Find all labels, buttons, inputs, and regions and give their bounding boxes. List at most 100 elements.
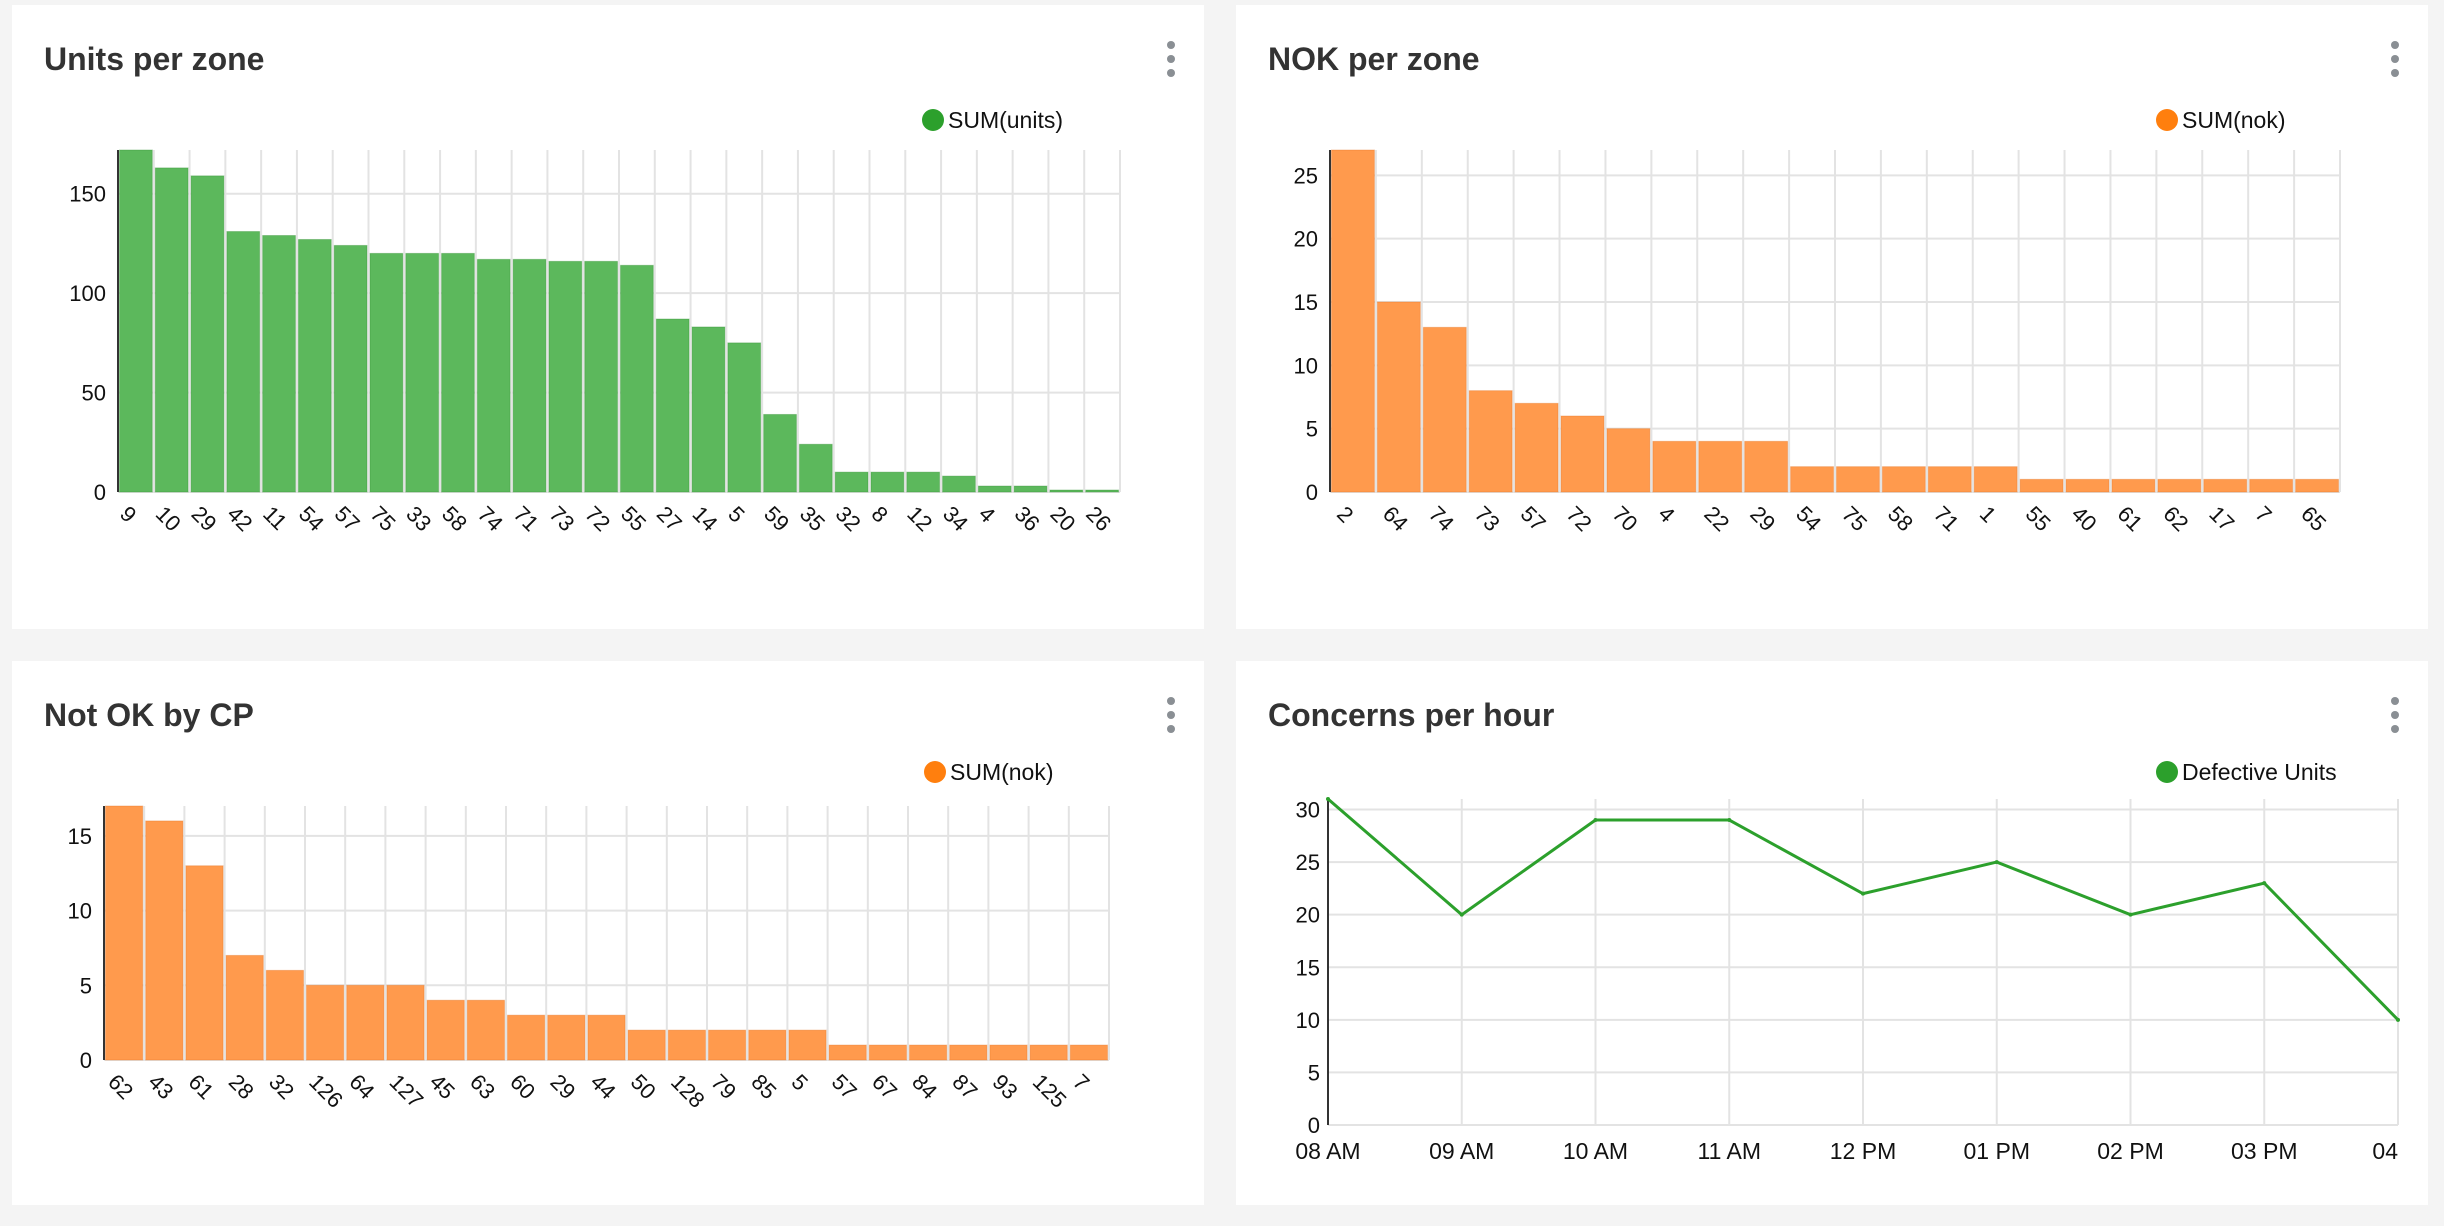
x-tick-label: 74: [473, 501, 508, 536]
bar: [906, 471, 941, 493]
y-tick-label: 25: [1294, 163, 1318, 188]
x-tick-label: 09 AM: [1429, 1138, 1494, 1164]
kebab-menu-icon[interactable]: [2388, 39, 2402, 79]
x-tick-label: 57: [330, 501, 365, 536]
panel-title: NOK per zone: [1268, 41, 1480, 77]
bar: [1013, 485, 1048, 493]
bar: [1836, 466, 1880, 493]
x-tick-label: 71: [509, 501, 544, 536]
bar: [405, 252, 440, 493]
bar: [763, 413, 797, 493]
bar: [226, 231, 261, 493]
bar: [1606, 428, 1651, 493]
legend-label: SUM(nok): [2182, 106, 2286, 133]
not-ok-by-cp-panel: Not OK by CP SUM(nok) 0 5 10 15 62 43 61 28 32 12…: [12, 661, 1204, 1205]
x-tick-label: 63: [465, 1069, 500, 1104]
y-tick-label: 10: [68, 899, 92, 924]
x-tick-label: 54: [294, 501, 329, 536]
x-tick-label: 01 PM: [1964, 1138, 2030, 1164]
x-tick-label: 22: [1699, 501, 1734, 536]
x-tick-label: 5: [723, 501, 749, 527]
bar: [1652, 440, 1697, 493]
x-tick-label: 12: [902, 501, 937, 536]
bar: [620, 264, 654, 493]
bar: [798, 443, 833, 493]
x-tick-label: 20: [1045, 501, 1080, 536]
bar: [909, 1044, 948, 1061]
chart-legend[interactable]: SUM(nok): [924, 757, 1054, 787]
bar: [2019, 478, 2064, 493]
x-tick-label: 60: [505, 1069, 540, 1104]
x-tick-label: 33: [401, 501, 436, 536]
bar: [1927, 466, 1972, 493]
x-tick-label: 72: [580, 501, 615, 536]
data-point: [1593, 818, 1598, 823]
bar: [512, 258, 547, 493]
legend-dot: [922, 109, 944, 131]
kebab-menu-icon[interactable]: [2388, 695, 2402, 735]
chart-legend[interactable]: SUM(nok): [2156, 105, 2286, 135]
y-tick-label: 15: [68, 824, 92, 849]
data-point: [2128, 912, 2133, 917]
x-tick-label: 11: [258, 501, 292, 535]
y-tick-label: 0: [94, 480, 106, 505]
y-tick-label: 150: [69, 182, 106, 207]
y-tick-label: 25: [1296, 850, 1320, 875]
x-tick-label: 5: [787, 1069, 813, 1095]
bar: [949, 1044, 988, 1061]
kebab-menu-icon[interactable]: [1164, 39, 1178, 79]
bar: [1514, 402, 1559, 493]
bar: [667, 1029, 706, 1061]
bar: [1422, 326, 1467, 493]
bar: [466, 999, 505, 1061]
y-tick-label: 100: [69, 281, 106, 306]
x-tick-label: 75: [1837, 501, 1872, 536]
bar: [145, 820, 184, 1061]
bar: [708, 1029, 747, 1061]
panel-title: Concerns per hour: [1268, 697, 1555, 733]
x-tick-label: 1: [1975, 501, 2001, 527]
bar: [1331, 149, 1375, 493]
x-tick-label: 10: [151, 501, 186, 536]
x-tick-label: 59: [759, 501, 794, 536]
concerns-per-hour-panel: Concerns per hour Defective Units 08 AM 0…: [1236, 661, 2428, 1205]
x-tick-label: 27: [652, 501, 687, 536]
y-tick-label: 20: [1294, 227, 1318, 252]
bar: [297, 238, 332, 493]
y-tick-label: 5: [80, 973, 92, 998]
legend-label: SUM(units): [948, 106, 1064, 133]
bar: [426, 999, 465, 1061]
x-tick-label: 7: [1068, 1069, 1094, 1095]
legend-label: SUM(nok): [950, 758, 1054, 785]
x-tick-label: 08 AM: [1295, 1138, 1360, 1164]
bar: [2111, 478, 2156, 493]
x-tick-label: 54: [1791, 501, 1826, 536]
y-tick-label: 5: [1306, 417, 1318, 442]
chart-legend[interactable]: Defective Units: [2156, 757, 2337, 787]
x-tick-label: 64: [344, 1069, 379, 1104]
x-tick-label: 75: [366, 501, 401, 536]
bar: [119, 149, 153, 493]
x-tick-label: 73: [1470, 501, 1505, 536]
bar: [942, 475, 976, 493]
y-tick-label: 30: [1296, 798, 1320, 823]
x-tick-label: 61: [184, 1069, 219, 1104]
panel-title: Units per zone: [44, 41, 265, 77]
y-tick-label: 15: [1294, 290, 1318, 315]
bar: [346, 984, 385, 1061]
legend-dot: [2156, 109, 2178, 131]
data-point: [2396, 1017, 2400, 1022]
bar: [1881, 466, 1926, 493]
x-tick-label: 02 PM: [2097, 1138, 2163, 1164]
bar: [868, 1044, 907, 1061]
x-tick-label: 62: [2158, 501, 2193, 536]
x-tick-label: 65: [2296, 501, 2331, 536]
x-tick-label: 03 PM: [2231, 1138, 2297, 1164]
x-tick-label: 32: [264, 1069, 299, 1104]
kebab-menu-icon[interactable]: [1164, 695, 1178, 735]
chart-legend[interactable]: SUM(units): [922, 105, 1063, 135]
data-point: [1727, 818, 1732, 823]
bar: [2203, 478, 2248, 493]
